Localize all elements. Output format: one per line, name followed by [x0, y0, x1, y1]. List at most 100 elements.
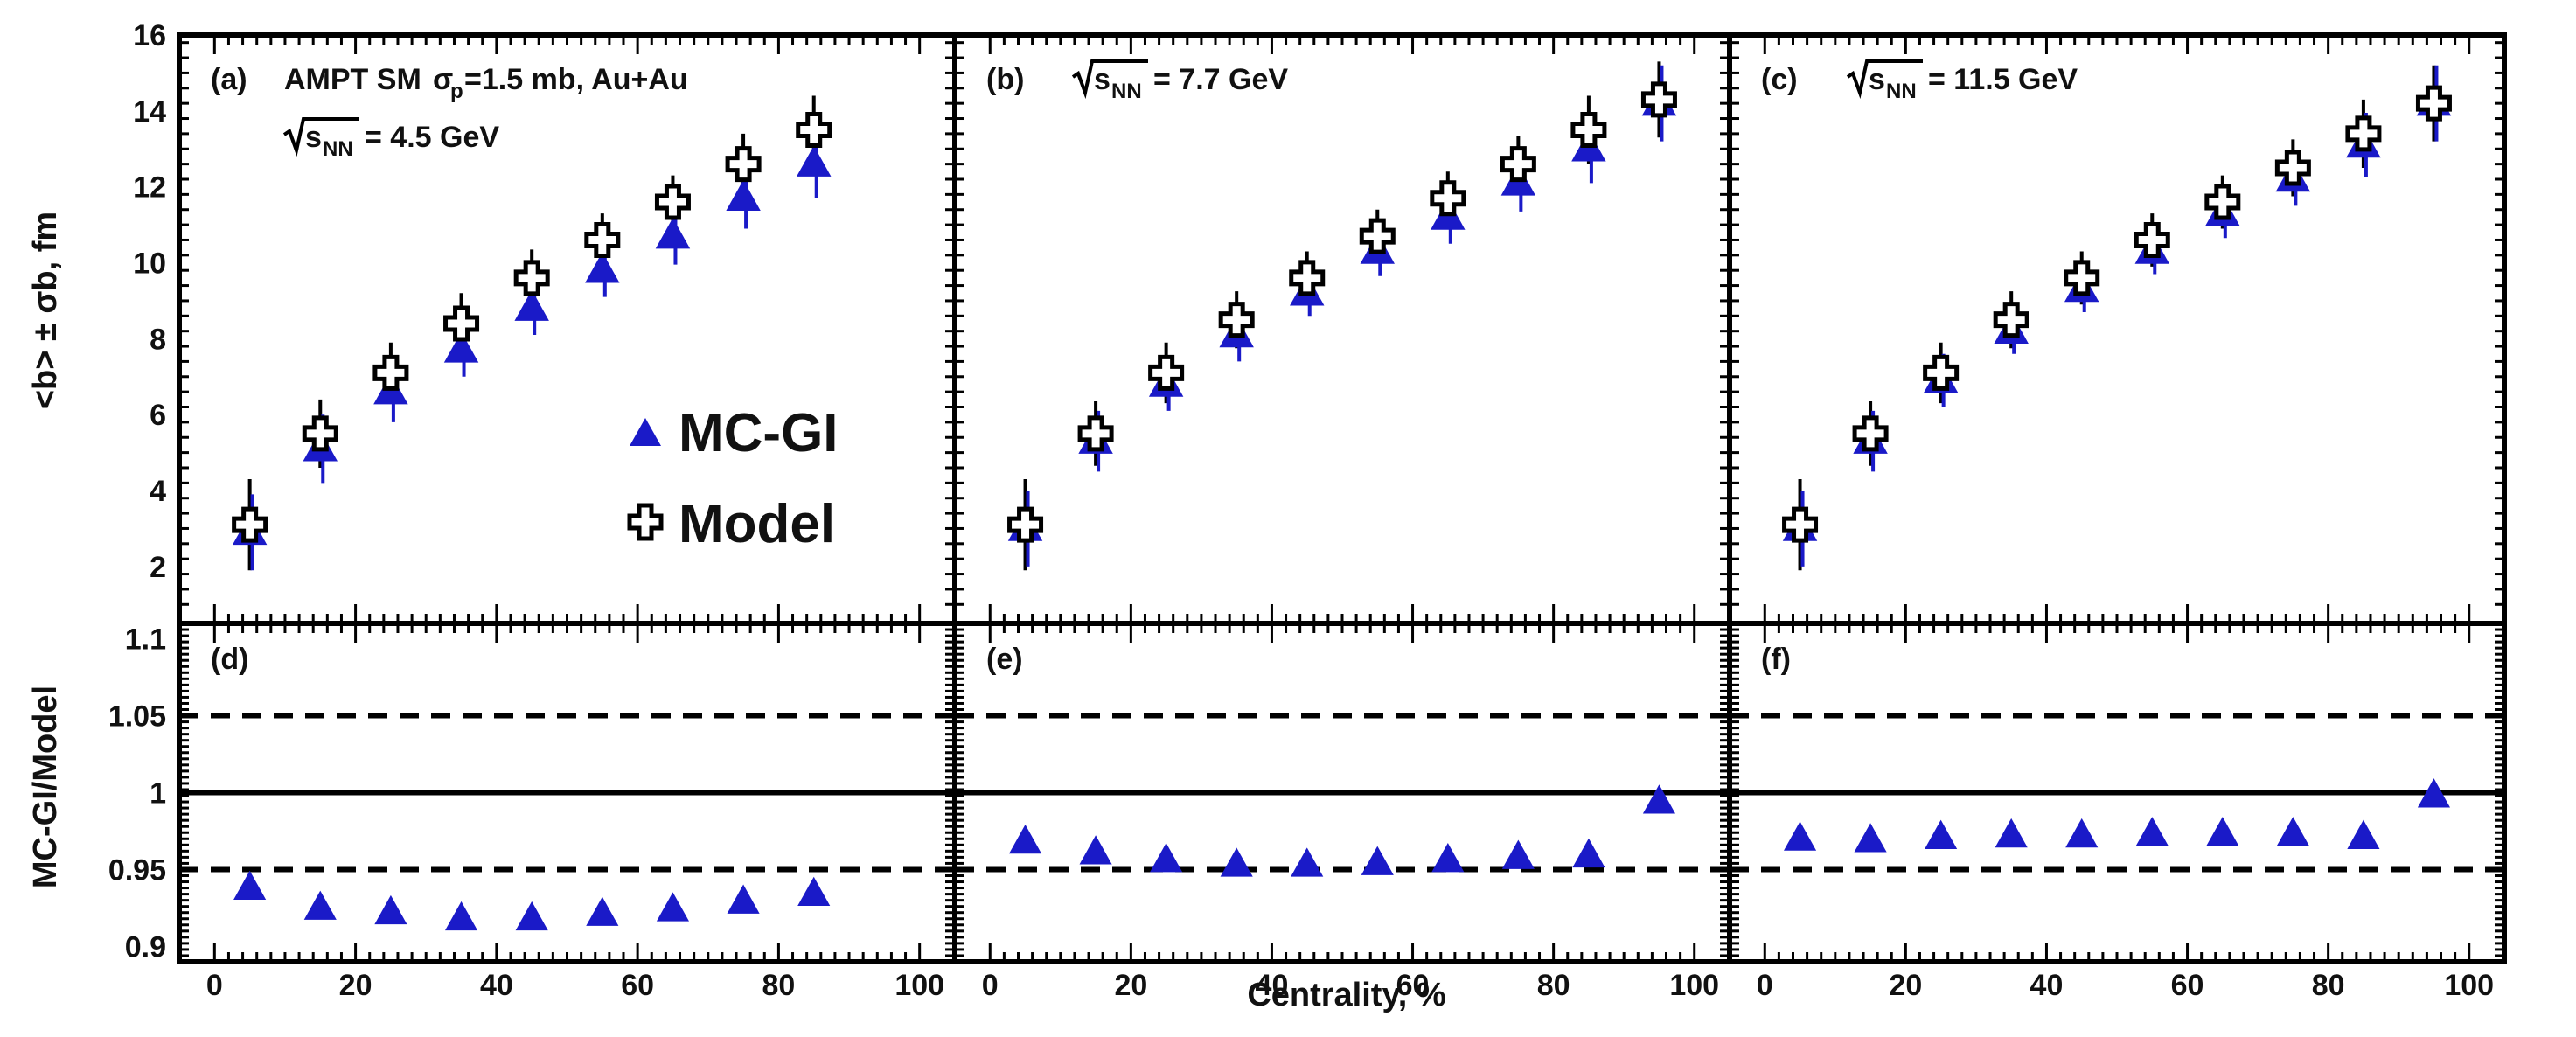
ratio-point [656, 892, 690, 922]
ratio-point [233, 870, 267, 901]
model-point [1077, 415, 1114, 452]
model-point [2345, 115, 2382, 152]
y-tick-label-bottom: 1.05 [108, 700, 166, 734]
ratio-point [1220, 847, 1253, 877]
ratio-point [2065, 818, 2099, 848]
model-point [372, 354, 409, 391]
x-tick-label: 0 [1757, 969, 1773, 1002]
y-tick-label-top: 8 [150, 323, 166, 356]
x-tick-label: 60 [1396, 969, 1430, 1002]
sqrt-sub-nn: NN [323, 137, 353, 161]
x-tick-label: 80 [2312, 969, 2345, 1002]
model-point [1570, 112, 1607, 149]
energy-label: = 4.5 GeV [365, 121, 499, 154]
panel-letter: (c) [1761, 63, 1798, 96]
ratio-point [1572, 838, 1605, 868]
model-point [725, 146, 762, 183]
ratio-point [515, 901, 548, 931]
sigma-symbol: σ [433, 63, 453, 96]
y-tick-label-bottom: 0.95 [108, 853, 166, 887]
model-point [1993, 302, 2029, 338]
y-tick-label-top: 10 [133, 247, 166, 281]
ratio-point [1008, 824, 1042, 854]
y-tick-label-top: 16 [133, 19, 166, 52]
panel-letter: (f) [1761, 643, 1791, 676]
model-point [443, 305, 480, 342]
y-axis-title-top: <b> ± σb, fm [27, 212, 64, 409]
ratio-point [1150, 843, 1183, 873]
ratio-point [586, 896, 619, 926]
ratio-point [1995, 818, 2028, 848]
legend-model-label: Model [679, 494, 835, 554]
x-tick-label: 20 [1114, 969, 1147, 1002]
model-point [1500, 146, 1536, 183]
ratio-point [1642, 784, 1676, 814]
model-point [232, 506, 268, 543]
ratio-point [1361, 846, 1394, 875]
data-marks-layer [232, 61, 2452, 931]
model-point [654, 184, 691, 220]
x-tick-label: 40 [480, 969, 513, 1002]
ratio-point [303, 890, 337, 920]
model-point [1007, 506, 1044, 543]
model-point [302, 415, 338, 452]
model-point [2064, 260, 2100, 296]
model-point [1852, 415, 1889, 452]
model-point [1782, 506, 1819, 543]
ratio-point [2417, 778, 2451, 808]
mcgi-point [443, 331, 479, 363]
x-tick-label: 100 [895, 969, 944, 1002]
energy-label: = 11.5 GeV [1928, 63, 2078, 96]
y-tick-label-bottom: 1 [150, 777, 166, 811]
ratio-point [2347, 819, 2380, 849]
ratio-point [374, 894, 407, 925]
x-tick-label: 60 [621, 969, 654, 1002]
legend-mcgi-marker [630, 418, 661, 446]
x-axis-title: Centrality, % [1247, 977, 1445, 1013]
ratio-point [1291, 847, 1324, 877]
top-panel-frame [952, 32, 1732, 626]
y-tick-label-top: 14 [133, 95, 166, 129]
model-point [2415, 85, 2452, 122]
ratio-point [727, 884, 760, 914]
model-point [1430, 180, 1466, 217]
ratio-point [2276, 817, 2309, 846]
model-point [1359, 218, 1396, 254]
x-tick-label: 0 [982, 969, 999, 1002]
legend: MC-GI Model [627, 403, 839, 554]
model-point [1218, 302, 1255, 338]
panel-letter: (d) [211, 643, 248, 676]
sqrt-s: s [1094, 63, 1110, 96]
ratio-point [444, 901, 478, 931]
mcgi-point [655, 218, 691, 249]
x-tick-label: 40 [2030, 969, 2064, 1002]
model-point [584, 221, 621, 258]
x-tick-label: 20 [339, 969, 372, 1002]
y-tick-label-top: 4 [150, 475, 166, 508]
ratio-point [2206, 817, 2239, 846]
ratio-point [1783, 821, 1817, 851]
reference-lines-layer [179, 713, 2504, 873]
mcgi-point [726, 179, 761, 211]
y-axis-title-bottom: MC-GI/Model [27, 686, 64, 888]
panel-letter: (b) [986, 63, 1024, 96]
ratio-point [1925, 819, 1958, 849]
model-point [1640, 81, 1677, 118]
top-panel-frame [177, 32, 957, 626]
legend-model-marker [627, 503, 664, 541]
ratio-point [1854, 823, 1887, 853]
y-tick-label-bottom: 1.1 [125, 623, 166, 657]
x-tick-label: 0 [206, 969, 223, 1002]
sqrt-s: s [305, 121, 322, 154]
x-tick-label: 40 [1256, 969, 1289, 1002]
mcgi-point [797, 145, 832, 177]
y-tick-label-bottom: 0.9 [125, 930, 166, 964]
x-tick-label: 20 [1889, 969, 1922, 1002]
top-panel-frame [1727, 32, 2507, 626]
model-point [1289, 260, 1326, 296]
panel-letter: (e) [986, 643, 1023, 676]
energy-label: = 7.7 GeV [1153, 63, 1288, 96]
ratio-point [1431, 843, 1465, 873]
y-tick-label-top: 2 [150, 551, 166, 584]
